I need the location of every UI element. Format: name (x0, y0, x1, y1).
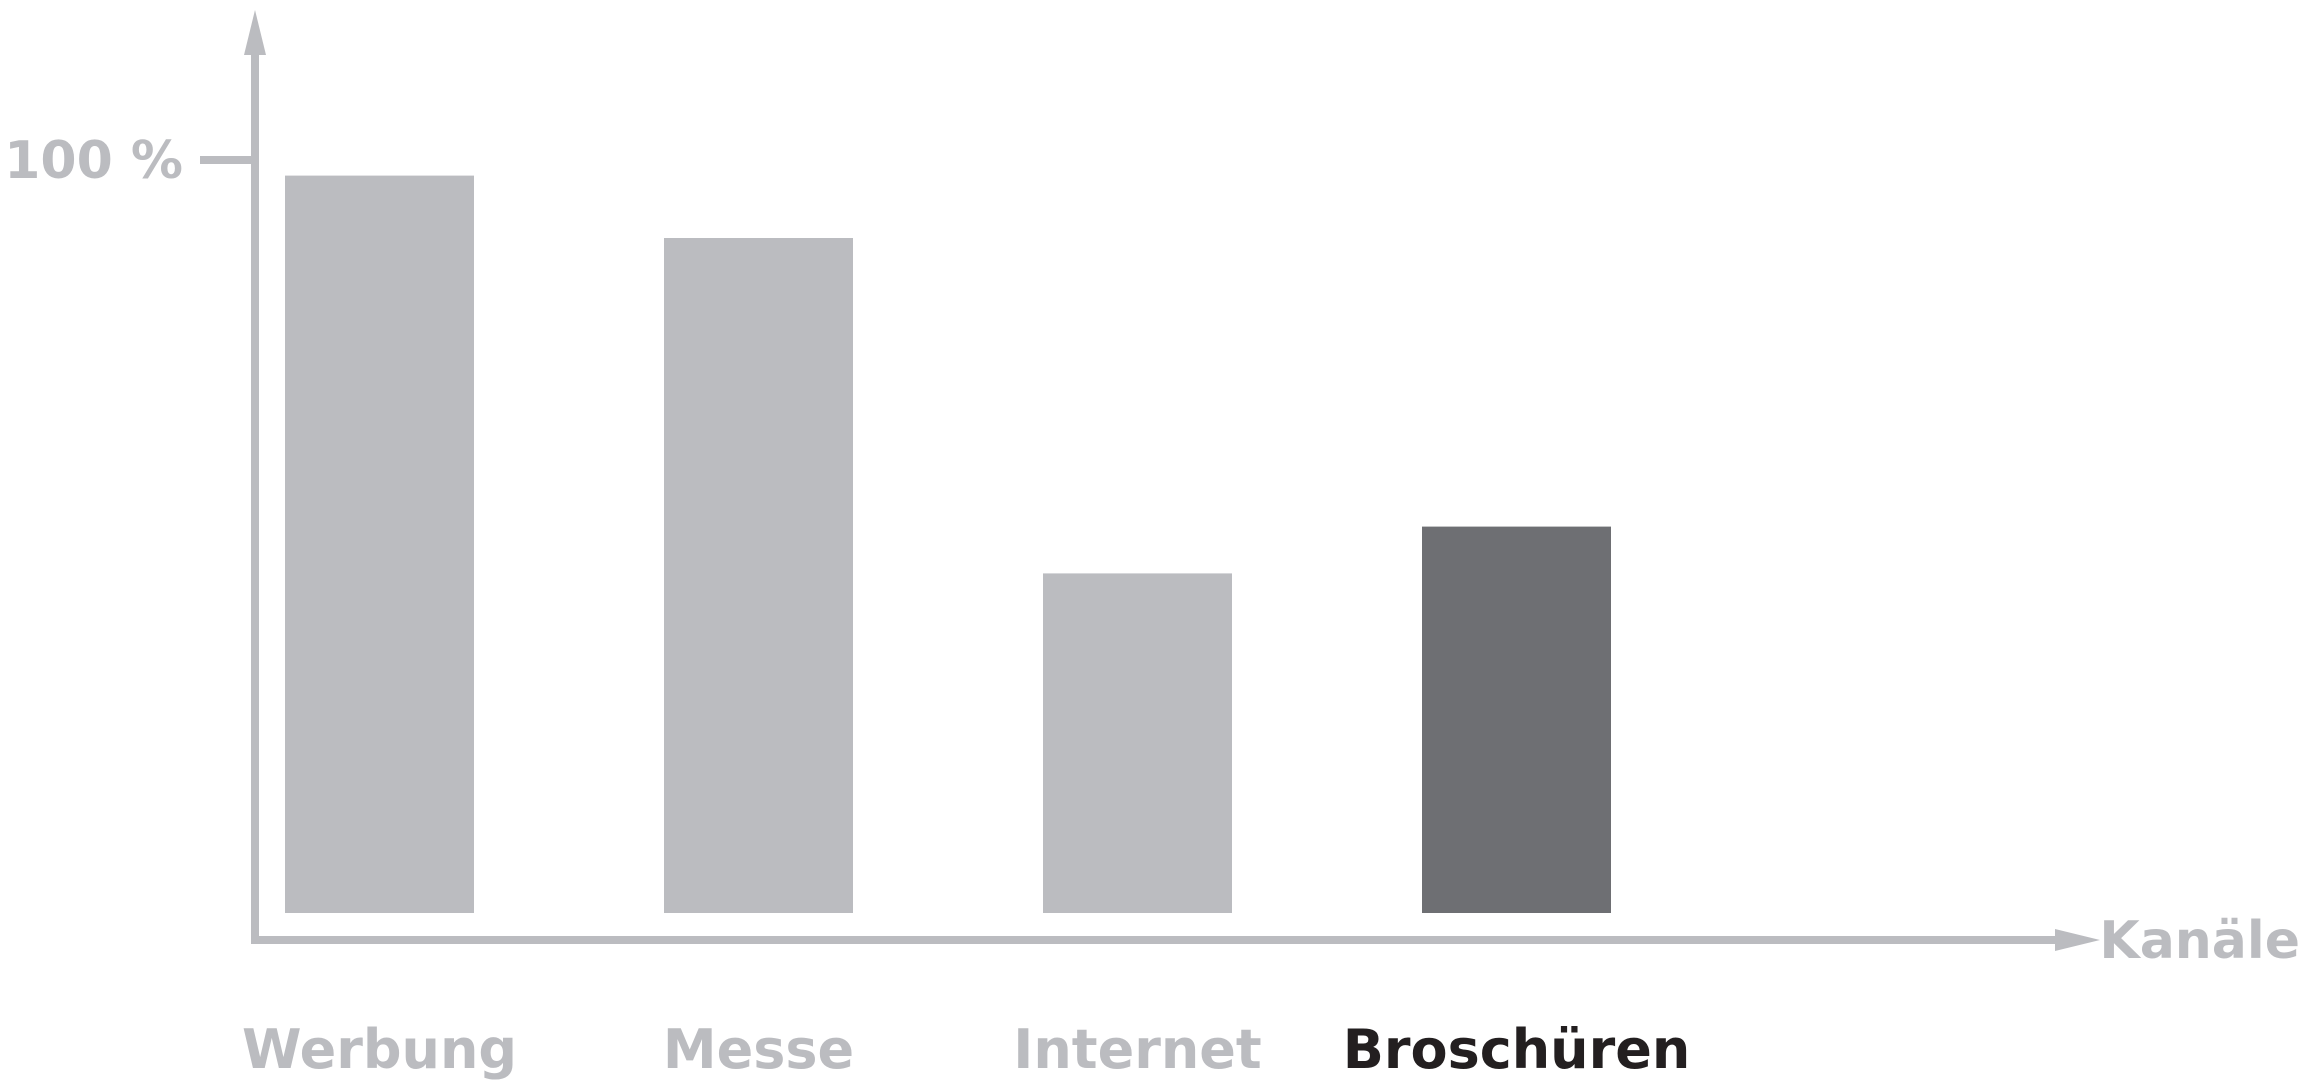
bar-werbung (285, 175, 474, 914)
category-labels-group: Werbung Messe Internet Broschüren (242, 1018, 1690, 1081)
x-axis-label: Kanäle (2099, 911, 2300, 971)
category-label-werbung: Werbung (242, 1018, 517, 1081)
category-label-messe: Messe (663, 1018, 854, 1081)
bar-internet (1043, 573, 1232, 913)
y-tick-label: 100 % (4, 131, 183, 191)
bar-messe (664, 238, 853, 913)
y-axis-arrow-icon (244, 10, 266, 55)
category-label-internet: Internet (1013, 1018, 1261, 1081)
bar-broschüren (1422, 526, 1611, 913)
bars-group (285, 175, 1611, 914)
category-label-broschüren: Broschüren (1343, 1018, 1691, 1081)
x-axis-arrow-icon (2055, 929, 2100, 951)
